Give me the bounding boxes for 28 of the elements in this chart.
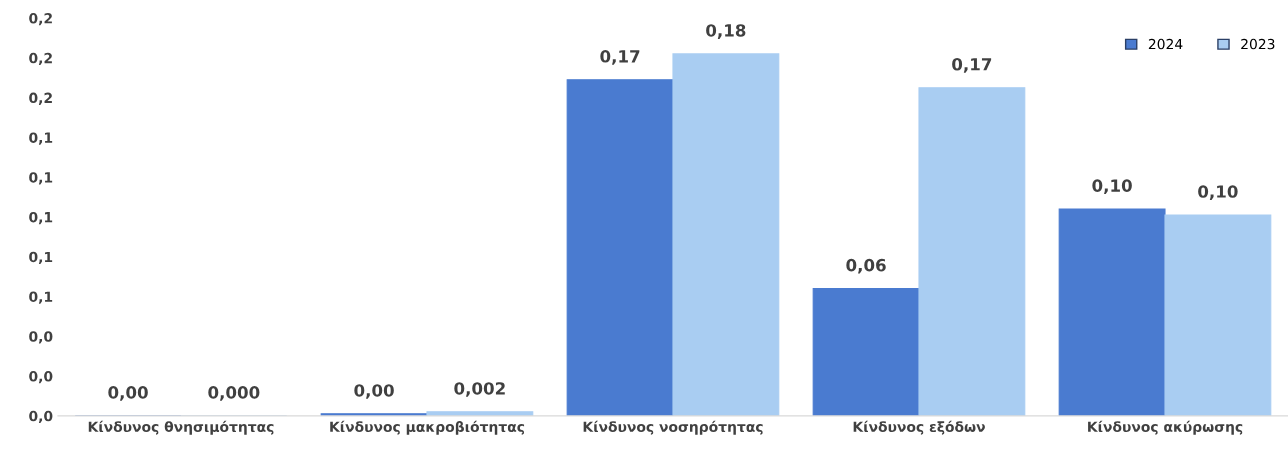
y-tick-label: 0,2 [29,92,52,105]
data-label: 0,18 [706,24,746,39]
x-tick-label: Κίνδυνος μακροβιότητας [330,420,525,435]
data-label: 0,002 [454,382,505,397]
y-tick-label: 0,2 [29,13,52,26]
data-label: 0,000 [208,386,260,401]
y-tick-label: 0,1 [29,132,53,145]
y-tick-label: 0,1 [29,211,53,225]
x-tick-label: Κίνδυνος νοσηρότητας [583,420,763,435]
y-tick-label: 0,1 [29,172,53,185]
x-tick-label: Κίνδυνος θνησιμότητας [88,420,274,435]
y-tick-label: 0,0 [29,331,53,344]
data-label: 0,10 [1092,179,1132,195]
data-label: 0,06 [846,258,886,274]
legend-label: 2024 [1148,38,1183,50]
x-tick-label: Κίνδυνος ακύρωσης [1088,420,1243,435]
data-label: 0,10 [1198,185,1238,200]
data-label: 0,00 [354,384,394,399]
data-label: 0,17 [952,57,992,73]
y-tick-label: 0,0 [29,410,53,424]
data-label: 0,00 [108,386,148,401]
y-tick-label: 0,2 [29,52,52,66]
y-tick-label: 0,1 [29,251,53,264]
x-tick-label: Κίνδυνος εξόδων [853,420,985,435]
data-label: 0,17 [600,50,640,65]
y-tick-label: 0,1 [29,291,53,304]
legend-label: 2023 [1241,38,1275,50]
y-tick-label: 0,0 [29,371,53,384]
